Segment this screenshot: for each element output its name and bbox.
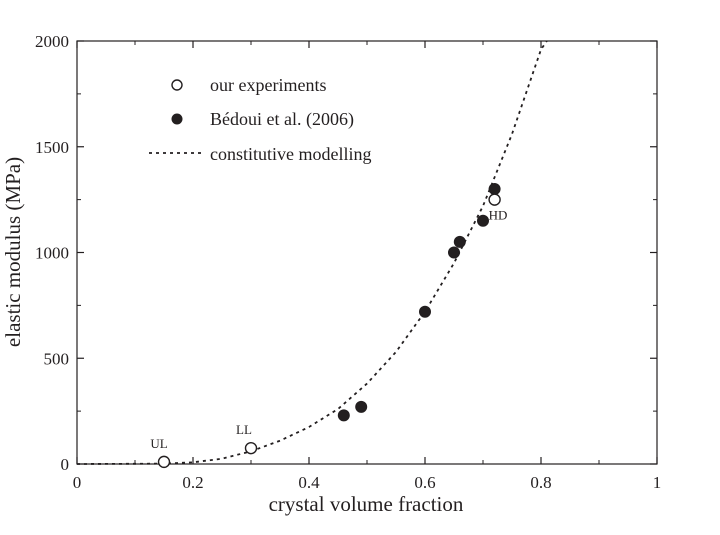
legend-label: Bédoui et al. (2006) (210, 109, 354, 130)
point-label: UL (150, 436, 167, 451)
experiment-data-point (244, 441, 258, 455)
bedoui-data-point (337, 409, 350, 422)
legend: our experiments Bédoui et al. (2006) const… (149, 75, 371, 164)
plot-area-frame (76, 40, 658, 465)
x-tick-label: 1 (653, 473, 662, 492)
experiment-data-point (157, 455, 171, 469)
legend-open-circle-icon (171, 79, 183, 91)
y-tick-label: 500 (44, 349, 70, 368)
legend-label: our experiments (210, 75, 326, 95)
x-tick-label: 0.4 (298, 473, 320, 492)
bedoui-data-point (448, 246, 460, 259)
y-tick-label: 1500 (35, 138, 69, 157)
bedoui-data-point (488, 183, 501, 196)
data-points-layer: UL LL HD (150, 183, 508, 469)
bedoui-data-point (419, 305, 431, 318)
constitutive-modelling-curve (76, 40, 548, 465)
legend-label: constitutive modelling (210, 144, 371, 164)
x-axis-label: crystal volume fraction (269, 492, 464, 516)
x-tick-label: 0 (73, 473, 82, 492)
x-tick-label: 0.6 (414, 473, 435, 492)
x-axis: 0 0.2 0.4 0.6 0.8 1 (73, 41, 662, 492)
bedoui-data-point (355, 400, 368, 413)
bedoui-data-point (453, 235, 466, 248)
point-label: LL (236, 422, 252, 437)
x-tick-label: 0.8 (530, 473, 551, 492)
bedoui-data-point (477, 214, 489, 227)
y-tick-label: 1000 (35, 244, 69, 263)
y-axis: 0 500 1000 1500 2000 (35, 32, 657, 474)
experiment-data-point (488, 193, 501, 206)
model-curve-layer (76, 40, 548, 465)
y-tick-label: 0 (61, 455, 70, 474)
y-tick-label: 2000 (35, 32, 69, 51)
y-axis-label: elastic modulus (MPa) (1, 157, 25, 347)
point-label: HD (489, 208, 508, 223)
x-tick-label: 0.2 (182, 473, 203, 492)
legend-filled-circle-icon (171, 113, 183, 125)
